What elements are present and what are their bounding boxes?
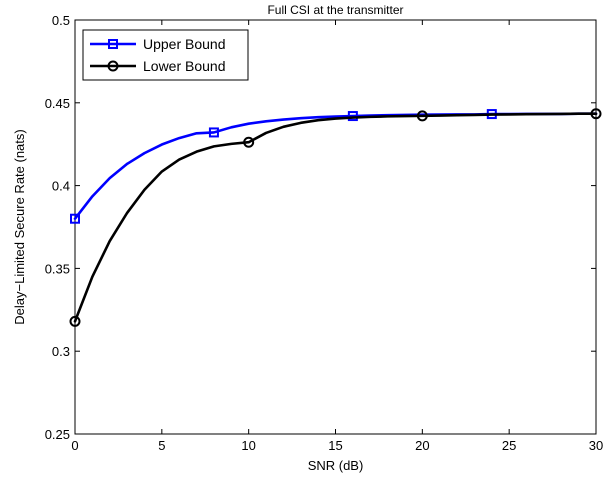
data-point-circle (590, 108, 602, 120)
x-tick-label: 5 (158, 438, 165, 453)
y-tick-label: 0.45 (45, 96, 70, 111)
legend-marker-circle (107, 60, 119, 72)
x-tick-label: 15 (328, 438, 342, 453)
data-point-square (208, 127, 219, 138)
legend: Upper Bound Lower Bound (82, 29, 249, 81)
axes-frame (74, 19, 597, 435)
x-tick-label: 0 (71, 438, 78, 453)
data-point-circle (69, 315, 81, 327)
x-tick-label: 10 (241, 438, 255, 453)
y-tick-label: 0.3 (52, 344, 70, 359)
y-tick-label: 0.4 (52, 179, 70, 194)
legend-marker-square (108, 39, 118, 49)
x-tick-label: 25 (502, 438, 516, 453)
series-line-0 (73, 112, 598, 221)
chart-title: Full CSI at the transmitter (267, 3, 403, 17)
series-line-1 (73, 112, 598, 323)
legend-label-lower-bound: Lower Bound (143, 58, 226, 74)
x-tick-label: 20 (415, 438, 429, 453)
legend-box (82, 29, 249, 81)
data-point-square (70, 213, 80, 224)
y-tick-label: 0.5 (52, 13, 70, 28)
y-tick-label: 0.25 (45, 427, 70, 442)
data-point-circle (416, 110, 428, 122)
data-point-square (347, 111, 358, 122)
x-axis-label: SNR (dB) (308, 458, 364, 473)
plot-area: 0 5 10 15 20 25 30 0.25 0.3 0.35 0.4 0.45 0.5 (45, 13, 604, 453)
y-axis-label: Delay−Limited Secure Rate (nats) (12, 129, 27, 324)
legend-label-upper-bound: Upper Bound (143, 36, 226, 52)
x-tick-label: 30 (589, 438, 603, 453)
y-tick-label: 0.35 (45, 261, 70, 276)
data-point-circle (243, 136, 255, 148)
